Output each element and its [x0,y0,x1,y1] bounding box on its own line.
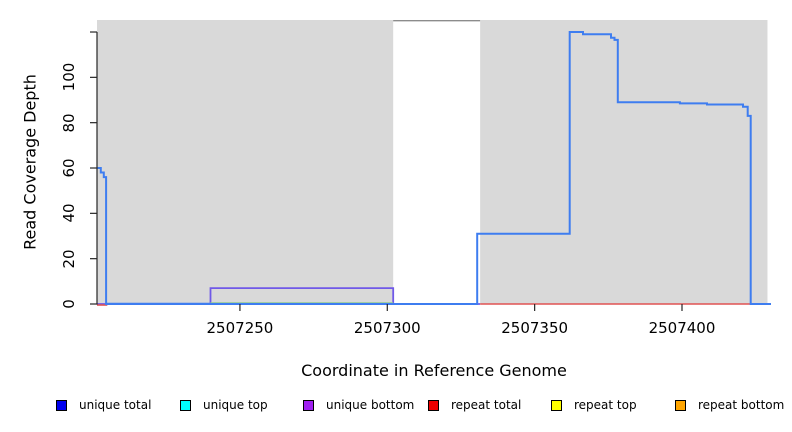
legend-swatch-icon [180,399,191,411]
y-tick-label: 0 [60,299,78,309]
y-tick-label: 60 [60,158,78,178]
legend-swatch-icon [675,399,686,411]
x-tick-label: 2507350 [501,319,569,337]
legend-label: unique total [79,398,152,412]
legend-swatch-icon [428,399,439,411]
x-tick-label: 2507250 [206,319,274,337]
y-tick-label: 100 [60,63,78,92]
x-tick-label: 2507300 [353,319,421,337]
legend-item-unique-bottom: unique bottom [303,398,414,412]
legend-item-unique-total: unique total [56,398,151,412]
y-tick-label: 20 [60,249,78,269]
legend-swatch-icon [56,399,67,411]
unique-region-0 [97,20,394,304]
legend-label: repeat total [451,398,522,412]
legend-label: repeat bottom [698,398,785,412]
y-axis-title: Read Coverage Depth [20,74,40,250]
x-tick-label: 2507400 [648,319,716,337]
unique-total-step-line [97,31,771,305]
legend-label: unique top [203,398,268,412]
unique-region-1 [480,20,768,304]
legend-swatch-icon [551,399,562,411]
legend-item-repeat-top: repeat top [551,398,637,412]
legend-item-repeat-bottom: repeat bottom [675,398,784,412]
y-tick-label: 40 [60,203,78,223]
legend-label: repeat top [574,398,637,412]
legend-swatch-icon [303,399,314,411]
x-axis-title: Coordinate in Reference Genome [301,361,567,380]
legend-item-unique-top: unique top [180,398,268,412]
legend-item-repeat-total: repeat total [428,398,521,412]
y-tick-label: 80 [60,113,78,133]
legend-label: unique bottom [326,398,415,412]
